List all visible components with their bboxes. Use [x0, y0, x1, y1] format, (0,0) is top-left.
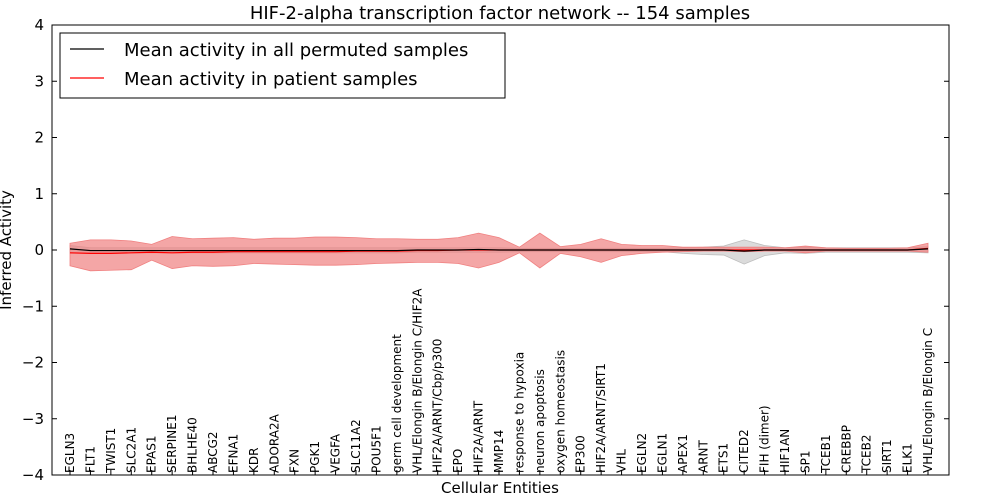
x-category-label: EGLN2: [635, 433, 649, 473]
x-category-label: SERPINE1: [165, 414, 179, 473]
y-tick-label: −3: [22, 410, 44, 428]
x-category-label: POU5F1: [369, 425, 383, 473]
x-category-label: ELK1: [901, 443, 915, 473]
legend-label-permuted: Mean activity in all permuted samples: [124, 40, 468, 61]
x-category-label: EPO: [451, 449, 465, 473]
x-category-label: VHL/Elongin B/Elongin C: [921, 328, 935, 473]
x-category-label: HIF2A/ARNT: [472, 400, 486, 473]
series-line-permuted: [69, 248, 929, 252]
x-category-label: SLC2A1: [124, 427, 138, 473]
x-category-label: ARNT: [696, 439, 710, 473]
x-category-label: response to hypoxia: [512, 352, 526, 473]
chart-title: HIF-2-alpha transcription factor network…: [250, 3, 750, 24]
x-category-label: germ cell development: [390, 334, 404, 473]
x-category-label: EGLN1: [655, 433, 669, 473]
y-tick-label: 1: [34, 185, 44, 203]
x-category-label: BHLHE40: [186, 417, 200, 473]
x-axis-title: Cellular Entities: [441, 479, 559, 497]
band-patient: [69, 232, 929, 272]
x-category-label: CREBBP: [839, 425, 853, 473]
x-category-label: VHL: [615, 449, 629, 473]
x-category-label: FXN: [288, 449, 302, 473]
legend: Mean activity in all permuted samples Me…: [59, 32, 506, 99]
x-category-label: TWIST1: [104, 428, 118, 474]
x-category-label: EGLN3: [63, 433, 77, 473]
y-tick-label: 3: [34, 72, 44, 90]
legend-box: [59, 32, 506, 99]
x-category-label: EPAS1: [145, 435, 159, 473]
x-category-label: SP1: [798, 451, 812, 474]
x-category-label: PGK1: [308, 441, 322, 473]
y-tick-label: −4: [22, 466, 44, 484]
x-category-label: VEGFA: [329, 433, 343, 473]
x-category-label: TCEB1: [819, 435, 833, 474]
x-category-label: HIF2A/ARNT/Cbp/p300: [431, 339, 445, 473]
x-category-label: neuron apoptosis: [533, 369, 547, 473]
x-category-label: ABCG2: [206, 431, 220, 473]
x-category-label: SLC11A2: [349, 419, 363, 473]
x-category-label: TCEB2: [860, 435, 874, 474]
y-tick-label: 2: [34, 129, 44, 147]
x-category-label: APEX1: [676, 434, 690, 473]
x-category-label: FLT1: [83, 446, 97, 473]
y-axis-title: Inferred Activity: [0, 190, 15, 310]
x-category-label: MMP14: [492, 430, 506, 473]
x-category-label: HIF2A/ARNT/SIRT1: [594, 363, 608, 473]
legend-label-patient: Mean activity in patient samples: [124, 69, 418, 90]
x-category-label: HIF1AN: [778, 429, 792, 473]
x-category-label: FIH (dimer): [758, 405, 772, 473]
x-category-label: KDR: [247, 448, 261, 473]
y-tick-label: 0: [34, 241, 44, 259]
y-tick-label: −2: [22, 354, 44, 372]
x-category-label: EP300: [574, 435, 588, 473]
y-tick-label: 4: [34, 16, 44, 34]
x-category-label: SIRT1: [880, 439, 894, 473]
x-category-label: CITED2: [737, 429, 751, 473]
x-category-label: ADORA2A: [267, 413, 281, 473]
x-category-label: oxygen homeostasis: [553, 350, 567, 473]
plot-frame: [51, 24, 950, 476]
x-category-label: EFNA1: [226, 434, 240, 473]
x-category-label: VHL/Elongin B/Elongin C/HIF2A: [410, 288, 424, 473]
x-category-label: ETS1: [717, 443, 731, 473]
y-tick-label: −1: [22, 297, 44, 315]
